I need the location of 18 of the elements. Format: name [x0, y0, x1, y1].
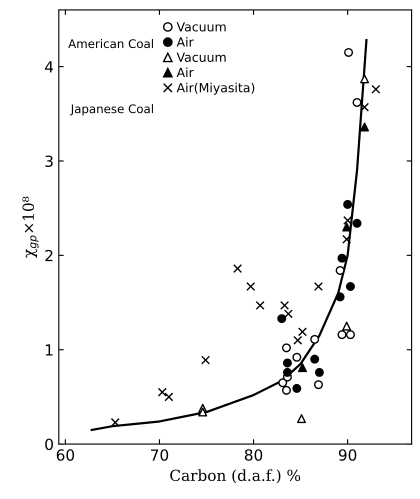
y-tick-label: 4 [44, 61, 54, 72]
y-tick-label: 2 [45, 250, 52, 262]
legend-label: Air(Miyasita) [176, 82, 254, 95]
y-tick-label: 0 [45, 438, 53, 450]
legend-label: Vacuum [176, 22, 226, 32]
x-tick-label: 70 [151, 449, 168, 461]
legend-label: Air [176, 67, 194, 77]
annotation: American Coal [68, 39, 153, 48]
x-tick-label: 90 [338, 449, 356, 461]
y-axis-title: χ$_{gp}$×10⁸ [22, 196, 39, 258]
x-tick-label: 80 [244, 449, 262, 461]
x-tick-label: 60 [56, 449, 74, 461]
annotation: Japanese Coal [70, 104, 153, 116]
x-axis-title: Carbon (d.a.f.) % [170, 469, 300, 484]
legend-label: Air [176, 37, 194, 47]
y-tick-label: 1 [46, 344, 53, 356]
legend-label: Vacuum [176, 52, 226, 62]
y-tick-label: 3 [45, 155, 53, 168]
